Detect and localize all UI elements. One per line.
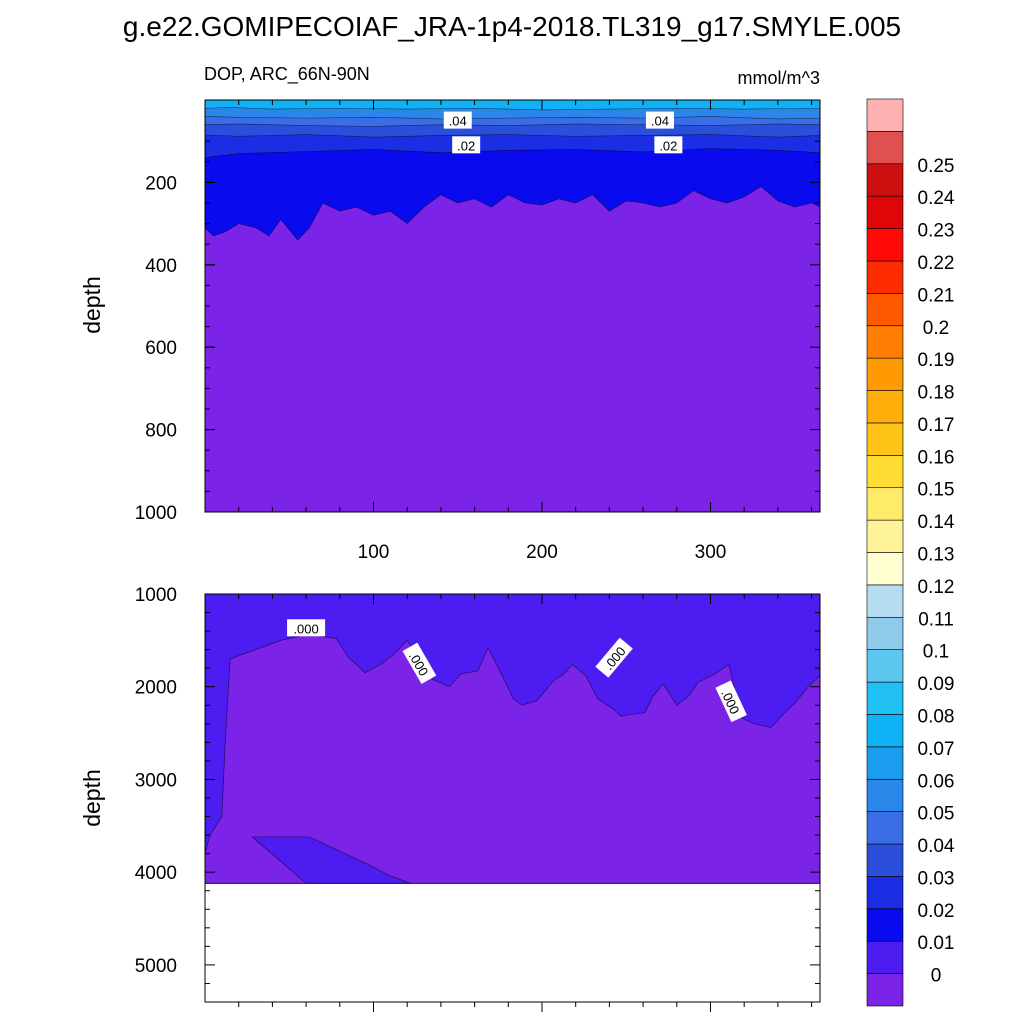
colorbar-label: 0.08 — [918, 706, 955, 727]
colorbar-label: 0.03 — [918, 868, 955, 889]
lower-panel: depth .000.000.000.000 1000 2000 3000 4000 5… — [79, 585, 821, 1012]
colorbar-label: 0.02 — [918, 901, 955, 922]
colorbar-label: 0.17 — [918, 415, 955, 436]
contour-label-group: .000 — [287, 619, 326, 637]
upper-panel: DOP, ARC_66N-90N mmol/m^3 depth .04.04.0… — [79, 64, 821, 563]
upper-right-label: mmol/m^3 — [738, 68, 820, 88]
contour-label-box — [287, 619, 326, 637]
contour-label: .000 — [293, 621, 318, 636]
colorbar: 0 0.01 0.02 0.03 0.04 0.05 0.06 0.07 0.08 0.09 0.1… — [866, 98, 955, 1007]
upper-y-tick-label: 400 — [145, 256, 177, 277]
colorbar-label: 0 — [931, 966, 942, 987]
colorbar-box — [866, 876, 904, 910]
contour-label: .02 — [457, 138, 475, 153]
colorbar-box — [866, 746, 904, 780]
colorbar-label: 0.21 — [918, 285, 955, 306]
colorbar-label: 0.04 — [918, 836, 955, 857]
colorbar-box — [866, 260, 904, 294]
upper-plot-area: .04 .04 .02 .02 — [204, 99, 821, 512]
colorbar-label: 0.16 — [918, 447, 955, 468]
colorbar-box — [866, 811, 904, 845]
colorbar-label: 0.18 — [918, 383, 955, 404]
colorbar-label: 0.23 — [918, 221, 955, 242]
colorbar-box — [866, 487, 904, 521]
lower-y-tick-label: 3000 — [135, 770, 177, 791]
lower-plot-area: .000.000.000.000 — [204, 594, 821, 884]
colorbar-label: 0.13 — [918, 545, 955, 566]
colorbar-label: 0.01 — [918, 933, 955, 954]
colorbar-box — [866, 325, 904, 359]
colorbar-label: 0.11 — [918, 609, 954, 630]
colorbar-box — [866, 940, 904, 974]
upper-x-tick-label: 300 — [695, 542, 727, 563]
contour-label-box — [443, 111, 472, 129]
colorbar-box — [866, 390, 904, 424]
upper-x-tick-label: 200 — [526, 542, 558, 563]
colorbar-box — [866, 616, 904, 650]
lower-y-axis-label: depth — [79, 769, 105, 827]
colorbar-box — [866, 973, 904, 1007]
colorbar-box — [866, 649, 904, 683]
colorbar-box — [866, 519, 904, 553]
colorbar-box — [866, 163, 904, 197]
colorbar-box — [866, 228, 904, 262]
colorbar-box — [866, 584, 904, 618]
lower-y-tick-label: 4000 — [135, 863, 177, 884]
colorbar-box — [866, 357, 904, 391]
lower-y-tick-label: 1000 — [135, 585, 177, 606]
colorbar-box — [866, 455, 904, 489]
contour-label: .04 — [651, 114, 669, 129]
lower-y-tick-label: 5000 — [135, 956, 177, 977]
colorbar-label: 0.24 — [918, 188, 955, 209]
upper-y-tick-label: 200 — [145, 173, 177, 194]
colorbar-box — [866, 681, 904, 715]
contour-label-box — [645, 111, 674, 129]
contour-label: .04 — [449, 114, 467, 129]
colorbar-box — [866, 98, 904, 132]
contour-label-box — [654, 136, 683, 154]
colorbar-label: 0.07 — [918, 739, 955, 760]
upper-y-tick-label: 600 — [145, 338, 177, 359]
colorbar-box — [866, 131, 904, 165]
upper-contour-band — [204, 99, 821, 111]
contour-label-box — [452, 136, 481, 154]
figure-title: g.e22.GOMIPECOIAF_JRA-1p4-2018.TL319_g17… — [123, 11, 901, 42]
colorbar-box — [866, 778, 904, 812]
lower-y-tick-label: 2000 — [135, 678, 177, 699]
colorbar-label: 0.09 — [918, 674, 955, 695]
upper-y-tick-label: 1000 — [135, 503, 177, 524]
colorbar-label: 0.25 — [918, 156, 955, 177]
colorbar-label: 0.15 — [918, 480, 955, 501]
contour-label-box — [715, 680, 747, 723]
upper-y-axis-label: depth — [79, 276, 105, 334]
colorbar-box — [866, 908, 904, 942]
colorbar-box — [866, 195, 904, 229]
upper-y-tick-label: 800 — [145, 421, 177, 442]
colorbar-label: 0.1 — [923, 642, 949, 663]
colorbar-box — [866, 843, 904, 877]
colorbar-label: 0.22 — [918, 253, 955, 274]
contour-label-box — [402, 642, 437, 684]
contour-label-box — [595, 637, 633, 678]
colorbar-label: 0.14 — [918, 512, 955, 533]
colorbar-label: 0.05 — [918, 804, 955, 825]
colorbar-box — [866, 714, 904, 748]
colorbar-label: 0.12 — [918, 577, 955, 598]
colorbar-box — [866, 422, 904, 456]
upper-x-tick-label: 100 — [358, 542, 390, 563]
colorbar-label: 0.2 — [923, 318, 949, 339]
colorbar-label: 0.19 — [918, 350, 955, 371]
colorbar-box — [866, 552, 904, 586]
colorbar-label: 0.06 — [918, 771, 955, 792]
upper-left-label: DOP, ARC_66N-90N — [204, 64, 370, 85]
lower-axes: 1000 2000 3000 4000 5000 — [135, 585, 821, 1012]
contour-label: .02 — [659, 138, 677, 153]
upper-axes: 200 400 600 800 1000 100 200 300 — [135, 99, 821, 563]
colorbar-box — [866, 293, 904, 327]
